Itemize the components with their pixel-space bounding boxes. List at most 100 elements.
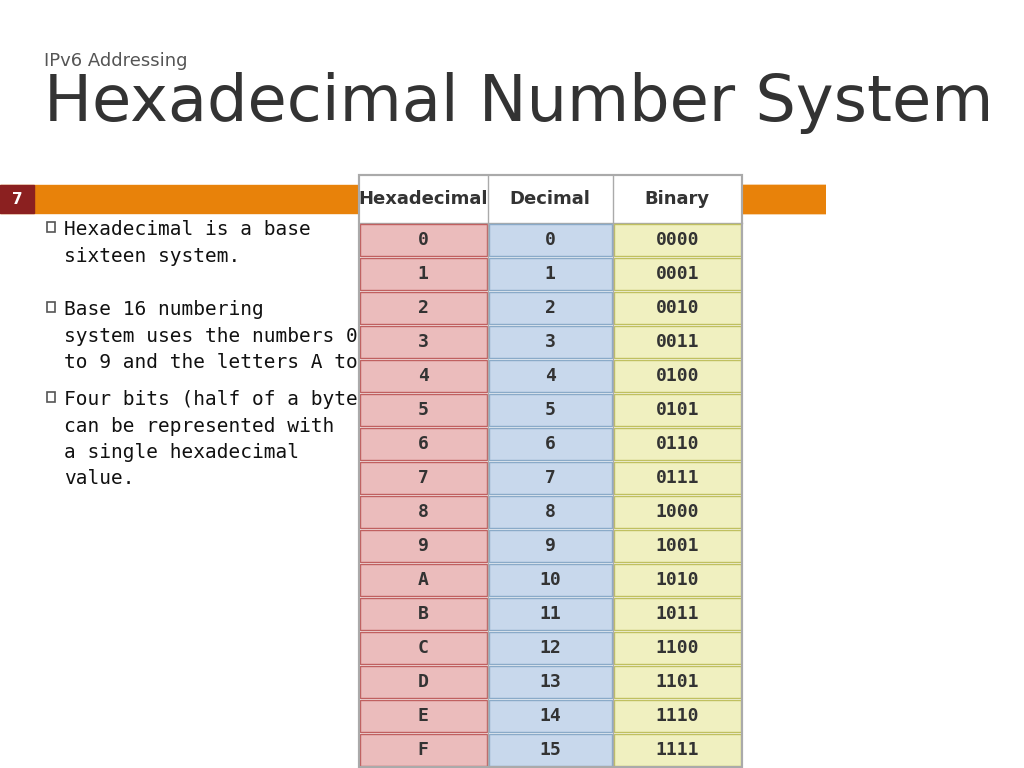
Bar [488,292,612,324]
Bar [613,666,741,698]
Text: 0111: 0111 [655,469,699,487]
Bar [358,175,741,767]
Bar [359,564,487,596]
Bar [359,530,487,562]
Text: 5: 5 [418,401,429,419]
Text: 5: 5 [545,401,556,419]
Bar [359,360,487,392]
Text: 10: 10 [540,571,561,589]
Bar [358,175,741,767]
Text: Decimal: Decimal [510,190,591,208]
Bar [488,394,612,426]
Text: 8: 8 [418,503,429,521]
Bar [488,462,612,494]
Text: A: A [418,571,429,589]
Text: 0000: 0000 [655,231,699,249]
Text: D: D [418,673,429,691]
Text: Base 16 numbering
system uses the numbers 0
to 9 and the letters A to F.: Base 16 numbering system uses the number… [65,300,393,372]
Bar [359,666,487,698]
Text: F: F [418,741,429,759]
Text: 11: 11 [540,605,561,623]
Text: 0101: 0101 [655,401,699,419]
Bar [488,598,612,630]
Bar [488,734,612,766]
Bar [488,360,612,392]
Bar [359,428,487,460]
Bar [359,598,487,630]
Text: B: B [418,605,429,623]
Text: Four bits (half of a byte)
can be represented with
a single hexadecimal
value.: Four bits (half of a byte) can be repres… [65,390,370,488]
Text: 0010: 0010 [655,299,699,317]
Bar [47,222,55,232]
Text: 9: 9 [545,537,556,555]
Bar [613,530,741,562]
Text: Hexadecimal is a base
sixteen system.: Hexadecimal is a base sixteen system. [65,220,311,266]
Bar [47,302,55,312]
Text: 3: 3 [418,333,429,351]
Bar [613,360,741,392]
Text: 0011: 0011 [655,333,699,351]
Text: 14: 14 [540,707,561,725]
Text: 13: 13 [540,673,561,691]
Bar [613,326,741,358]
Bar [613,224,741,256]
Text: 3: 3 [545,333,556,351]
Text: 0001: 0001 [655,265,699,283]
Text: 1010: 1010 [655,571,699,589]
Text: 2: 2 [545,299,556,317]
Bar [0,185,34,213]
Bar [488,632,612,664]
Text: 1: 1 [418,265,429,283]
Bar [613,734,741,766]
Text: 1000: 1000 [655,503,699,521]
Bar [488,496,612,528]
Bar [359,258,487,290]
Bar [613,462,741,494]
Bar [359,292,487,324]
Bar [613,496,741,528]
Text: 1110: 1110 [655,707,699,725]
Bar [359,632,487,664]
Bar [359,496,487,528]
Text: IPv6 Addressing: IPv6 Addressing [44,52,187,70]
Bar [613,598,741,630]
Text: 1: 1 [545,265,556,283]
Text: 4: 4 [545,367,556,385]
Bar [613,632,741,664]
Bar [613,428,741,460]
Bar [741,185,825,213]
Bar [488,326,612,358]
Text: 2: 2 [418,299,429,317]
Bar [488,530,612,562]
Text: Hexadecimal: Hexadecimal [358,190,488,208]
Text: 0: 0 [418,231,429,249]
Text: 12: 12 [540,639,561,657]
Bar [359,700,487,732]
Bar [613,700,741,732]
Bar [488,700,612,732]
Text: 6: 6 [545,435,556,453]
Text: 8: 8 [545,503,556,521]
Text: 7: 7 [545,469,556,487]
Text: 1111: 1111 [655,741,699,759]
Bar [359,462,487,494]
Text: 6: 6 [418,435,429,453]
Text: 1100: 1100 [655,639,699,657]
Bar [488,564,612,596]
Text: C: C [418,639,429,657]
Bar [359,326,487,358]
Bar [613,292,741,324]
Text: Binary: Binary [645,190,710,208]
Bar [359,734,487,766]
Text: 4: 4 [418,367,429,385]
Text: 0: 0 [545,231,556,249]
Bar [613,394,741,426]
Text: 15: 15 [540,741,561,759]
Bar [488,428,612,460]
Bar [613,564,741,596]
Text: Hexadecimal Number System: Hexadecimal Number System [44,72,993,134]
Bar [47,392,55,402]
Text: 1001: 1001 [655,537,699,555]
Text: 9: 9 [418,537,429,555]
Text: 0100: 0100 [655,367,699,385]
